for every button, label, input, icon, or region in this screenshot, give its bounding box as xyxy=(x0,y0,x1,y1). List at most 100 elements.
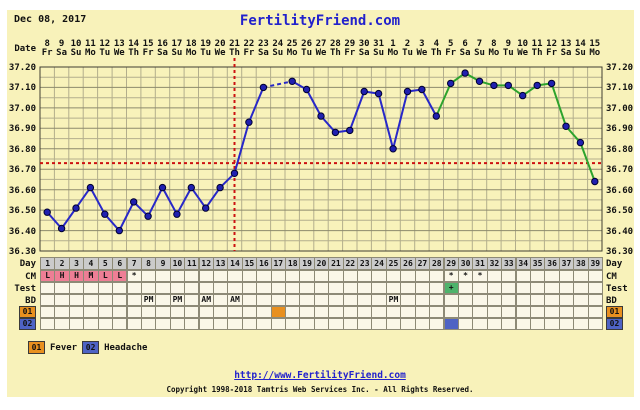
table-cell-test-day-17 xyxy=(270,282,286,294)
temp-line-segment xyxy=(579,142,596,182)
temp-line-segment xyxy=(435,82,452,117)
date-cell: 19 xyxy=(200,39,212,49)
temp-point-day-7 xyxy=(130,198,138,206)
weekday-cell: Mo xyxy=(286,48,298,58)
weekday-cell: Mo xyxy=(387,48,399,58)
date-cell: 21 xyxy=(229,39,240,49)
temp-point-day-8 xyxy=(144,212,152,220)
table-cell-day-day-6: 6 xyxy=(112,257,128,270)
table-cell-day-day-12: 12 xyxy=(198,257,214,270)
table-cell-bd-day-2 xyxy=(54,294,70,306)
table-cell-day-day-13: 13 xyxy=(212,257,229,270)
table-cell-o2-day-24 xyxy=(371,318,387,330)
legend-headache-code: 02 xyxy=(82,341,100,354)
table-cell-o2-day-2 xyxy=(54,318,70,330)
temp-point-day-2 xyxy=(57,224,66,233)
table-cell-bd-day-37 xyxy=(558,294,575,306)
temp-point-day-22 xyxy=(346,126,354,135)
row-label-right-Day: Day xyxy=(606,259,623,269)
fertilityfriend-url-link[interactable]: http://www.FertilityFriend.com xyxy=(234,370,406,381)
temp-line-segment xyxy=(392,91,409,150)
date-cell: 3 xyxy=(419,39,425,49)
table-cell-test-day-15 xyxy=(241,282,258,294)
table-cell-o1-day-2 xyxy=(54,306,70,318)
table-cell-test-day-2 xyxy=(54,282,70,294)
weekday-cell: Su xyxy=(70,48,82,58)
date-cell: 11 xyxy=(531,39,543,49)
table-cell-o2-day-7 xyxy=(126,318,142,330)
table-cell-cm-day-12 xyxy=(198,270,214,282)
temp-line-segment xyxy=(247,87,265,123)
weekday-cell: Tu xyxy=(200,48,212,58)
temp-line-segment xyxy=(233,121,250,174)
date-cell: 13 xyxy=(560,39,572,49)
temp-line-segment xyxy=(263,80,293,89)
weekday-cell: We xyxy=(315,48,327,58)
date-cell: 1 xyxy=(390,39,396,49)
table-cell-day-day-25: 25 xyxy=(385,257,402,270)
table-cell-day-day-17: 17 xyxy=(270,257,286,270)
date-cell: 10 xyxy=(517,39,529,49)
y-tick-label-left: 36.70 xyxy=(8,165,36,176)
table-cell-test-day-19 xyxy=(299,282,315,294)
date-cell: 20 xyxy=(214,39,226,49)
table-cell-test-day-3 xyxy=(68,282,85,294)
weekday-cell: Su xyxy=(272,48,284,58)
table-cell-o1-day-26 xyxy=(400,306,416,318)
table-cell-bd-day-28 xyxy=(429,294,445,306)
temp-point-day-4 xyxy=(86,183,95,192)
table-cell-day-day-34: 34 xyxy=(515,257,531,270)
date-cell: 14 xyxy=(574,39,586,49)
weekday-cell: We xyxy=(113,48,125,58)
table-cell-o1-day-32 xyxy=(486,306,503,318)
temp-point-day-13 xyxy=(216,183,224,192)
table-cell-o2-day-35 xyxy=(529,318,546,330)
table-cell-o1-day-7 xyxy=(126,306,142,318)
weekday-cell: Sa xyxy=(358,48,370,58)
table-cell-bd-day-22 xyxy=(342,294,358,306)
temp-line-segment xyxy=(161,187,178,215)
weekday-cell: Mo xyxy=(589,48,601,58)
table-cell-test-day-38 xyxy=(573,282,589,294)
temp-line-segment xyxy=(75,187,92,209)
weekday-cell: Sa xyxy=(560,48,572,58)
table-cell-bd-day-3 xyxy=(68,294,85,306)
date-cell: 30 xyxy=(358,39,370,49)
table-cell-cm-day-29: * xyxy=(443,270,459,282)
date-cell: 24 xyxy=(272,39,284,49)
table-cell-test-day-18 xyxy=(285,282,301,294)
table-cell-test-day-14 xyxy=(227,282,243,294)
table-cell-bd-day-24 xyxy=(371,294,387,306)
temp-point-day-15 xyxy=(245,118,253,126)
weekday-cell: Su xyxy=(474,48,485,58)
weekday-cell: Tu xyxy=(502,48,514,58)
table-cell-o1-day-29 xyxy=(443,306,459,318)
table-cell-day-day-16: 16 xyxy=(256,257,272,270)
table-cell-bd-day-23 xyxy=(357,294,373,306)
table-cell-test-day-36 xyxy=(544,282,560,294)
table-cell-day-day-39: 39 xyxy=(587,257,603,270)
weekday-cell: We xyxy=(517,48,529,58)
table-cell-day-day-10: 10 xyxy=(169,257,186,270)
legend-fever-label: Fever xyxy=(50,342,78,353)
table-cell-cm-day-16 xyxy=(256,270,272,282)
table-cell-test-day-31 xyxy=(472,282,488,294)
table-cell-o1-day-27 xyxy=(414,306,431,318)
table-cell-bd-day-26 xyxy=(400,294,416,306)
table-cell-test-day-10 xyxy=(169,282,186,294)
table-cell-bd-day-12: AM xyxy=(198,294,214,306)
date-cell: 31 xyxy=(373,39,384,49)
table-cell-o2-day-5 xyxy=(97,318,113,330)
table-cell-test-day-5 xyxy=(97,282,113,294)
table-cell-bd-day-27 xyxy=(414,294,431,306)
table-cell-day-day-18: 18 xyxy=(285,257,301,270)
table-cell-o1-day-6 xyxy=(112,306,128,318)
table-cell-day-day-22: 22 xyxy=(342,257,358,270)
table-cell-o2-day-26 xyxy=(400,318,416,330)
legend-headache-label: Headache xyxy=(104,342,148,353)
table-cell-bd-day-11 xyxy=(184,294,200,306)
fertilityfriend-title-link[interactable]: FertilityFriend.com xyxy=(239,13,401,29)
y-tick-label-right: 36.40 xyxy=(606,226,634,237)
temp-point-day-37 xyxy=(562,122,570,131)
table-cell-test-day-32 xyxy=(486,282,503,294)
